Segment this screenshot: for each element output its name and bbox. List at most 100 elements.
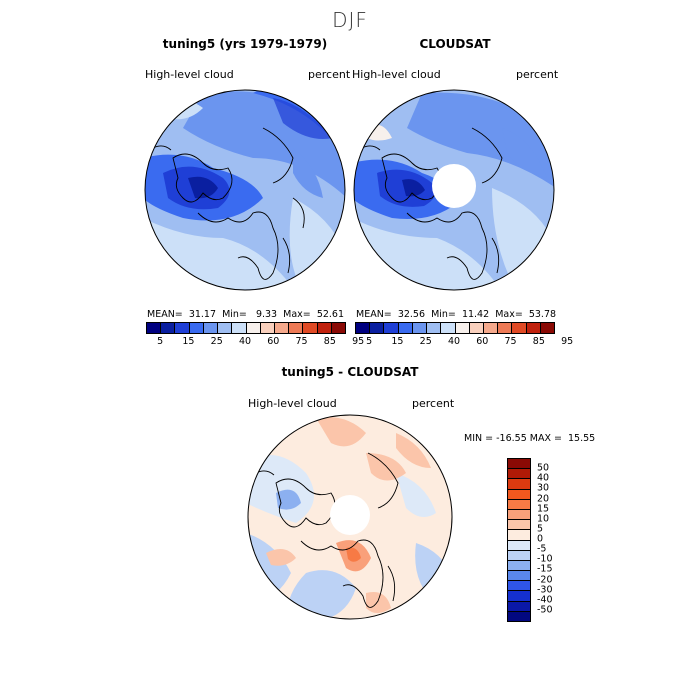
colorbar-tick-label: -50 <box>537 604 553 616</box>
colorbar-swatch <box>427 323 442 333</box>
diff-min-value: -16.55 <box>496 433 527 444</box>
colorbar-tick-label: 75 <box>504 336 517 347</box>
colorbar-tick-label: 5 <box>366 336 373 347</box>
panel1-max-label: Max= <box>283 309 311 320</box>
panel1-colorbar <box>146 322 346 334</box>
colorbar-tick-label: 95 <box>561 336 574 347</box>
panel1-polar-map <box>144 89 346 291</box>
panel1-colorbar-ticks: 5 15 25 40 60 75 85 95 <box>146 336 364 348</box>
colorbar-tick-label: -15 <box>537 563 553 575</box>
colorbar-tick-label: 40 <box>447 336 461 347</box>
panel1-title: tuning5 (yrs 1979-1979) <box>162 37 328 51</box>
diff-min-label: MIN = <box>464 433 494 444</box>
colorbar-swatch <box>161 323 176 333</box>
colorbar-tick-label: 0 <box>537 533 544 545</box>
diff-max-label: MAX = <box>529 433 562 444</box>
panel2-units-label: percent <box>516 68 559 81</box>
colorbar-tick-label: -40 <box>537 594 553 606</box>
diff-colorbar <box>507 458 531 622</box>
colorbar-tick-label: 5 <box>157 336 164 347</box>
colorbar-swatch <box>189 323 204 333</box>
panel2-stats: MEAN= 32.56 Min= 11.42 Max= 53.78 <box>356 309 556 320</box>
panel1-mean-value: 31.17 <box>188 309 217 320</box>
colorbar-swatch <box>512 323 527 333</box>
colorbar-swatch <box>498 323 513 333</box>
figure-title: DJF <box>332 8 368 32</box>
colorbar-swatch <box>303 323 318 333</box>
panel2-title: CLOUDSAT <box>419 37 491 51</box>
colorbar-swatch <box>218 323 233 333</box>
colorbar-swatch <box>441 323 456 333</box>
colorbar-swatch <box>508 560 530 572</box>
panel2-mean-label: MEAN= <box>356 309 392 320</box>
colorbar-swatch <box>384 323 399 333</box>
panel2-max-label: Max= <box>495 309 523 320</box>
panel1-min-value: 9.33 <box>255 309 278 320</box>
colorbar-swatch <box>508 530 530 541</box>
colorbar-swatch <box>508 581 530 592</box>
panel2-mean-value: 32.56 <box>397 309 426 320</box>
diff-minmax: MIN = -16.55 MAX = 15.55 <box>464 433 595 444</box>
colorbar-swatch <box>398 323 413 333</box>
panel1-variable-label: High-level cloud <box>145 68 234 81</box>
colorbar-swatch <box>508 499 530 510</box>
colorbar-tick-label: 30 <box>537 482 550 494</box>
colorbar-swatch <box>175 323 190 333</box>
colorbar-tick-label: 95 <box>352 336 365 347</box>
panel2-min-value: 11.42 <box>461 309 490 320</box>
colorbar-swatch <box>508 520 530 531</box>
colorbar-swatch <box>469 323 484 333</box>
colorbar-tick-label: 40 <box>238 336 252 347</box>
diff-panel-title: tuning5 - CLOUDSAT <box>281 365 419 379</box>
colorbar-swatch <box>331 323 346 333</box>
colorbar-swatch <box>508 469 530 480</box>
panel1-min-label: Min= <box>222 309 247 320</box>
colorbar-tick-label: 85 <box>323 336 336 347</box>
diff-max-value: 15.55 <box>568 433 596 444</box>
panel1-max-value: 52.61 <box>316 309 345 320</box>
colorbar-tick-label: 40 <box>537 472 550 484</box>
panel2-colorbar <box>355 322 555 334</box>
panel2-colorbar-ticks: 5 15 25 40 60 75 85 95 <box>355 336 573 348</box>
panel2-min-label: Min= <box>431 309 456 320</box>
colorbar-swatch <box>508 601 530 612</box>
colorbar-swatch <box>289 323 304 333</box>
diff-units-label: percent <box>412 397 455 410</box>
colorbar-swatch <box>412 323 428 333</box>
colorbar-swatch <box>455 323 470 333</box>
colorbar-tick-label: 10 <box>537 513 550 525</box>
colorbar-tick-label: -10 <box>537 553 553 565</box>
colorbar-swatch <box>508 459 530 470</box>
colorbar-tick-label: 15 <box>182 336 195 347</box>
panel1-stats: MEAN= 31.17 Min= 9.33 Max= 52.61 <box>147 309 344 320</box>
diff-polar-map <box>247 414 453 620</box>
colorbar-tick-label: 15 <box>537 503 550 515</box>
colorbar-swatch <box>203 323 219 333</box>
panel2-polar-map <box>353 89 555 291</box>
colorbar-tick-label: 60 <box>267 336 280 347</box>
panel1-units-label: percent <box>308 68 351 81</box>
diff-variable-label: High-level cloud <box>248 397 337 410</box>
colorbar-tick-label: -20 <box>537 574 553 585</box>
colorbar-swatch <box>232 323 247 333</box>
colorbar-swatch <box>508 591 530 602</box>
colorbar-swatch <box>483 323 499 333</box>
colorbar-swatch <box>508 540 530 551</box>
colorbar-tick-label: 25 <box>419 336 432 347</box>
colorbar-tick-label: 25 <box>210 336 223 347</box>
colorbar-swatch <box>508 611 530 621</box>
colorbar-swatch <box>274 323 290 333</box>
diff-colorbar-ticks: 50 40 30 20 15 10 5 0 -5 -10 -15 -20 -30 -40 -50 <box>537 458 577 622</box>
colorbar-swatch <box>317 323 332 333</box>
colorbar-tick-label: 20 <box>537 493 550 504</box>
colorbar-tick-label: -5 <box>537 543 547 555</box>
colorbar-swatch <box>540 323 555 333</box>
colorbar-swatch <box>508 479 530 490</box>
colorbar-tick-label: 15 <box>391 336 404 347</box>
colorbar-tick-label: 85 <box>532 336 545 347</box>
colorbar-swatch <box>356 323 371 333</box>
colorbar-swatch <box>508 509 530 521</box>
panel2-max-value: 53.78 <box>528 309 557 320</box>
colorbar-swatch <box>147 323 162 333</box>
colorbar-tick-label: 60 <box>476 336 489 347</box>
